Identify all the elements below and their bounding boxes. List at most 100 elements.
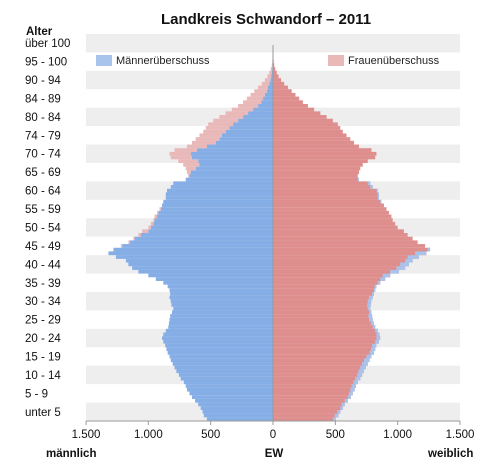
male-excess-bar xyxy=(380,277,386,281)
male-bar xyxy=(203,413,273,418)
female-bar xyxy=(273,332,380,337)
male-excess-bar xyxy=(362,362,368,366)
female-bar xyxy=(273,100,303,105)
female-bar xyxy=(273,70,277,75)
female-excess-bar xyxy=(231,107,254,112)
male-excess-bar xyxy=(374,284,377,289)
male-bar xyxy=(253,107,273,112)
female-bar xyxy=(273,280,381,285)
age-group-label: 80 - 84 xyxy=(25,112,61,124)
female-bar xyxy=(273,362,368,366)
female-bar xyxy=(273,137,351,141)
male-bar xyxy=(162,203,273,208)
female-bar xyxy=(273,229,404,234)
female-bar xyxy=(273,218,393,222)
female-bar xyxy=(273,115,327,119)
female-bar xyxy=(273,148,372,152)
male-bar xyxy=(168,325,273,329)
female-bar xyxy=(273,188,378,193)
male-bar xyxy=(166,347,273,352)
x-tick-label: 1.000 xyxy=(134,429,163,441)
age-group-label: 95 - 100 xyxy=(25,57,67,69)
legend-swatch-female-excess xyxy=(328,55,344,66)
x-axis-left-label: männlich xyxy=(46,448,96,460)
male-excess-bar xyxy=(375,339,379,344)
female-bar xyxy=(273,89,292,93)
male-bar xyxy=(206,417,273,422)
female-excess-bar xyxy=(185,166,196,171)
female-bar xyxy=(273,273,391,278)
female-bar xyxy=(273,166,361,171)
female-bar xyxy=(273,199,382,204)
male-excess-bar xyxy=(351,384,356,388)
male-bar xyxy=(258,103,273,108)
female-bar xyxy=(273,221,396,226)
male-bar xyxy=(225,129,273,134)
x-axis-right-label: weiblich xyxy=(427,448,473,460)
age-group-label: 70 - 74 xyxy=(25,149,61,161)
female-bar xyxy=(273,126,341,130)
female-bar xyxy=(273,417,336,422)
male-excess-bar xyxy=(368,317,373,322)
male-bar xyxy=(158,210,273,215)
female-excess-bar xyxy=(254,89,267,93)
x-tick-label: 500 xyxy=(326,429,345,441)
female-bar xyxy=(273,122,338,127)
male-bar xyxy=(183,380,273,385)
male-bar xyxy=(191,155,273,160)
male-bar xyxy=(170,291,273,296)
female-excess-bar xyxy=(142,229,149,234)
male-excess-bar xyxy=(334,413,339,418)
female-bar xyxy=(273,159,368,164)
age-group-label: 55 - 59 xyxy=(25,204,61,216)
y-axis-title: Alter xyxy=(26,26,53,38)
age-group-label: 74 - 79 xyxy=(25,130,61,142)
female-bar xyxy=(273,258,413,263)
female-excess-bar xyxy=(203,129,226,134)
male-bar xyxy=(170,314,273,318)
female-excess-bar xyxy=(186,170,191,175)
female-bar xyxy=(273,395,351,399)
female-bar xyxy=(273,225,398,230)
male-excess-bar xyxy=(372,291,374,296)
x-tick-label: 0 xyxy=(270,429,276,441)
age-group-labels: unter 5 5 - 9 10 - 14 15 - 19 20 - 24 25 - 29… xyxy=(25,38,70,419)
female-excess-bar xyxy=(258,85,269,90)
female-bar xyxy=(273,214,392,219)
male-bar xyxy=(195,166,273,171)
female-bar xyxy=(273,233,408,237)
male-bar xyxy=(189,391,273,396)
female-excess-bar xyxy=(178,159,199,164)
male-bar xyxy=(263,96,273,101)
male-bar xyxy=(271,74,273,79)
female-bar xyxy=(273,144,360,149)
female-bar xyxy=(273,192,379,197)
male-excess-bar xyxy=(366,354,372,359)
female-bar xyxy=(273,262,409,267)
x-tick-label: 1.500 xyxy=(72,429,101,441)
female-bar xyxy=(273,269,399,274)
female-bar xyxy=(273,133,347,138)
female-excess-bar xyxy=(208,122,234,127)
male-excess-bar xyxy=(367,303,371,307)
male-excess-bar xyxy=(344,398,348,403)
male-excess-bar xyxy=(390,269,399,274)
male-bar xyxy=(108,251,273,256)
female-excess-bar xyxy=(261,81,270,86)
male-bar xyxy=(190,170,273,175)
male-bar xyxy=(173,181,273,186)
male-excess-bar xyxy=(372,343,377,348)
female-excess-bar xyxy=(270,67,273,71)
female-bar xyxy=(273,96,300,101)
male-excess-bar xyxy=(337,409,341,414)
legend-swatch-male-excess xyxy=(96,55,112,66)
male-excess-bar xyxy=(396,266,406,270)
male-bar xyxy=(153,221,273,226)
male-excess-bar xyxy=(407,255,419,259)
male-bar xyxy=(122,244,273,248)
female-bar xyxy=(273,354,372,359)
male-bar xyxy=(202,409,273,414)
male-bar xyxy=(176,369,273,374)
female-bar xyxy=(273,118,333,123)
female-bar xyxy=(273,129,343,134)
